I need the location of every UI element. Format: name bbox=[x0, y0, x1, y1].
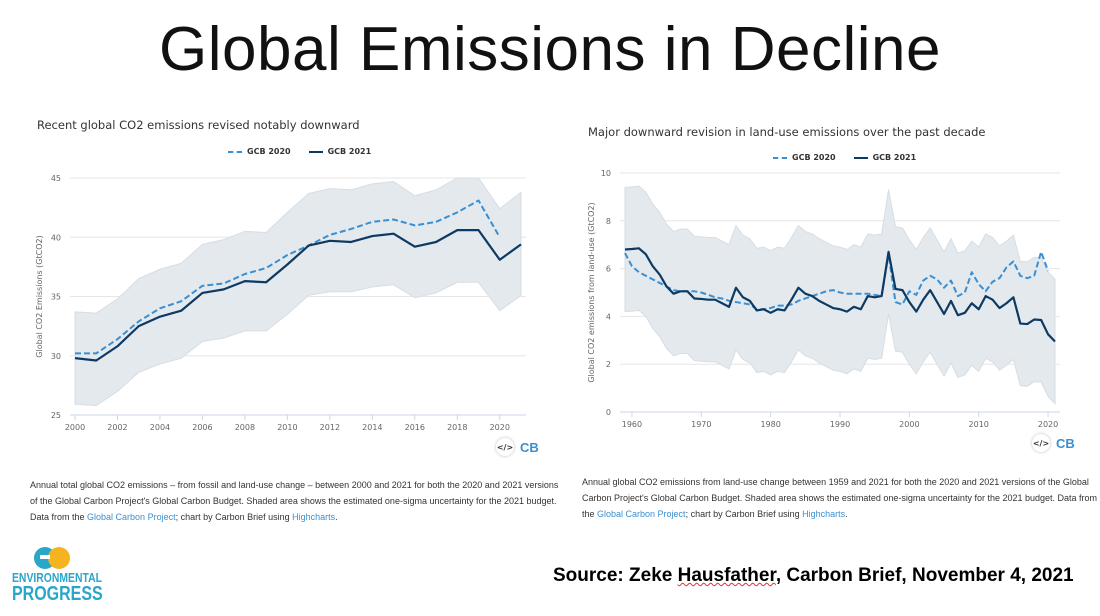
legend-landuse: GCB 2020 GCB 2021 bbox=[773, 153, 916, 162]
solid-line-icon bbox=[853, 156, 868, 159]
x-tick-label: 2006 bbox=[192, 423, 212, 432]
series-line-gcb2020 bbox=[75, 199, 501, 355]
embed-code-icon[interactable]: </> bbox=[496, 438, 514, 456]
link-highcharts[interactable]: Highcharts bbox=[802, 509, 846, 519]
ep-logo-mark-icon bbox=[34, 545, 72, 571]
dashed-line-icon bbox=[773, 156, 787, 159]
y-axis-label: Global CO2 Emissions (GtCO2) bbox=[35, 235, 44, 357]
series-line-gcb2021 bbox=[624, 247, 1056, 343]
legend-item-gcb2020[interactable]: GCB 2020 bbox=[773, 153, 836, 162]
chart-title-total: Recent global CO2 emissions revised nota… bbox=[37, 118, 360, 132]
caption-landuse: Annual global CO2 emissions from land-us… bbox=[582, 477, 1098, 519]
x-tick-label: 1970 bbox=[691, 420, 711, 429]
x-tick-label: 2016 bbox=[405, 423, 425, 432]
y-tick-label: 8 bbox=[606, 217, 611, 226]
carbon-brief-logo: CB bbox=[520, 439, 539, 455]
series-line-gcb2020 bbox=[624, 250, 1050, 311]
y-tick-label: 0 bbox=[606, 408, 611, 417]
x-tick-label: 2000 bbox=[899, 420, 919, 429]
y-tick-label: 35 bbox=[51, 293, 61, 302]
y-tick-label: 10 bbox=[601, 169, 611, 178]
dashed-line-icon bbox=[228, 150, 242, 153]
environmental-progress-logo: ENVIRONMENTAL PROGRESS bbox=[12, 545, 103, 604]
x-tick-label: 1980 bbox=[760, 420, 780, 429]
legend-item-gcb2021[interactable]: GCB 2021 bbox=[308, 147, 371, 156]
caption-total: Annual total global CO2 emissions – from… bbox=[30, 480, 559, 522]
chart-title-landuse: Major downward revision in land-use emis… bbox=[588, 125, 986, 139]
uncertainty-band bbox=[624, 185, 1056, 405]
x-tick-label: 1960 bbox=[622, 420, 642, 429]
x-tick-label: 2020 bbox=[1038, 420, 1058, 429]
x-tick-label: 2014 bbox=[362, 423, 382, 432]
x-tick-label: 2000 bbox=[65, 423, 85, 432]
y-tick-label: 4 bbox=[606, 312, 611, 321]
slide-title: Global Emissions in Decline bbox=[159, 15, 941, 84]
x-tick-label: 1990 bbox=[830, 420, 850, 429]
x-tick-label: 2018 bbox=[447, 423, 467, 432]
source-citation: Source: Zeke Hausfather, Carbon Brief, N… bbox=[553, 565, 1074, 586]
y-tick-label: 45 bbox=[51, 174, 61, 183]
solid-line-icon bbox=[308, 150, 323, 153]
embed-code-icon[interactable]: </> bbox=[1032, 434, 1050, 452]
chart-landuse-emissions: 0 2 4 6 8 10 1960 1970 1980 1990 2000 2010 2020 Globa… bbox=[587, 169, 1060, 429]
link-global-carbon-project[interactable]: Global Carbon Project bbox=[597, 509, 686, 519]
y-tick-label: 25 bbox=[51, 411, 61, 420]
x-tick-label: 2012 bbox=[320, 423, 340, 432]
carbon-brief-logo: CB bbox=[1056, 435, 1075, 451]
link-highcharts[interactable]: Highcharts bbox=[292, 512, 336, 522]
link-global-carbon-project[interactable]: Global Carbon Project bbox=[87, 512, 176, 522]
x-tick-label: 2002 bbox=[107, 423, 127, 432]
legend-item-gcb2021[interactable]: GCB 2021 bbox=[853, 153, 916, 162]
legend-item-gcb2020[interactable]: GCB 2020 bbox=[228, 147, 291, 156]
x-tick-label: 2008 bbox=[235, 423, 255, 432]
chart-total-emissions: 25 30 35 40 45 2000 2002 2004 2006 2008 2010 2012 20… bbox=[35, 174, 526, 432]
x-tick-label: 2020 bbox=[490, 423, 510, 432]
uncertainty-band bbox=[74, 177, 522, 407]
y-tick-label: 30 bbox=[51, 352, 61, 361]
y-tick-label: 40 bbox=[51, 233, 61, 242]
chart-footer-landuse: </> CB bbox=[1032, 434, 1075, 452]
x-tick-label: 2010 bbox=[277, 423, 297, 432]
x-tick-label: 2010 bbox=[969, 420, 989, 429]
chart-footer-total: </> CB bbox=[496, 438, 539, 456]
y-axis-label: Global CO2 emissions from land-use (GtCO… bbox=[587, 202, 596, 382]
y-tick-label: 6 bbox=[606, 265, 611, 274]
x-tick-label: 2004 bbox=[150, 423, 170, 432]
legend-total: GCB 2020 GCB 2021 bbox=[228, 147, 371, 156]
y-tick-label: 2 bbox=[606, 360, 611, 369]
series-line-gcb2021 bbox=[74, 229, 522, 362]
